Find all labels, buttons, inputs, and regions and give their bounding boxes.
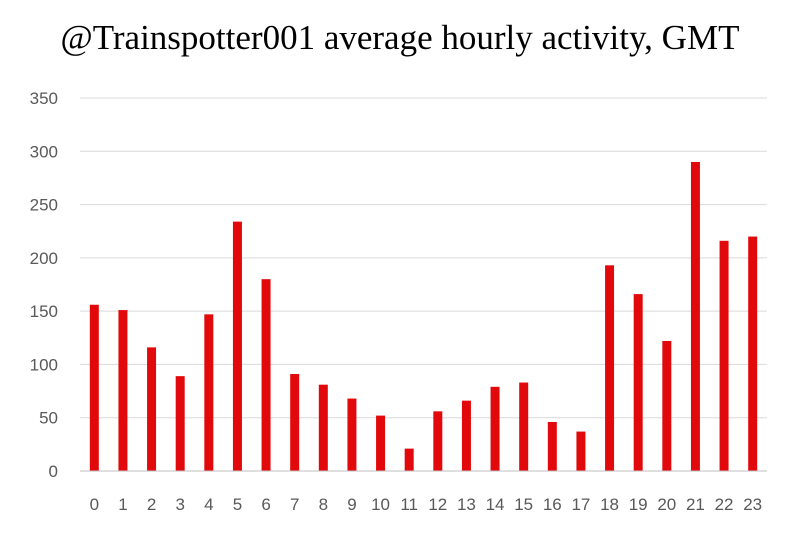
x-tick-label: 12: [428, 495, 447, 514]
bar-hour-7: [290, 374, 300, 471]
y-tick-label: 200: [30, 249, 58, 268]
x-tick-label: 18: [600, 495, 619, 514]
bar-hour-8: [318, 384, 328, 471]
bar-hour-13: [461, 400, 471, 471]
x-tick-label: 22: [715, 495, 734, 514]
y-tick-label: 50: [39, 409, 58, 428]
x-tick-labels: 0 1 2 3 4 5 6 7 8 9 10 11 12 13 14 15 16 17 18 19 20 21 22 23: [90, 495, 763, 514]
bar-hour-11: [404, 448, 414, 471]
bar-hour-2: [147, 347, 157, 471]
bar-hour-10: [376, 415, 386, 471]
x-tick-label: 21: [686, 495, 705, 514]
bar-hour-6: [261, 279, 271, 471]
x-tick-label: 17: [571, 495, 590, 514]
x-tick-label: 15: [514, 495, 533, 514]
x-tick-label: 0: [90, 495, 99, 514]
x-tick-label: 16: [543, 495, 562, 514]
x-tick-label: 7: [290, 495, 299, 514]
bar-hour-3: [175, 376, 185, 471]
bar-hour-14: [490, 386, 500, 471]
y-tick-label: 100: [30, 355, 58, 374]
x-tick-label: 10: [371, 495, 390, 514]
y-tick-label: 150: [30, 302, 58, 321]
bar-hour-17: [576, 431, 586, 471]
y-tick-labels: 0 50 100 150 200 250 300 350: [30, 89, 58, 481]
x-tick-label: 23: [743, 495, 762, 514]
x-tick-label: 8: [319, 495, 328, 514]
bar-hour-15: [519, 382, 529, 471]
y-tick-label: 300: [30, 142, 58, 161]
gridlines: [80, 97, 767, 419]
bar-hour-9: [347, 398, 357, 471]
x-tick-label: 4: [204, 495, 213, 514]
x-tick-label: 13: [457, 495, 476, 514]
x-tick-label: 9: [347, 495, 356, 514]
chart-title: @Trainspotter001 average hourly activity…: [60, 18, 740, 57]
x-tick-label: 6: [261, 495, 270, 514]
bar-hour-4: [204, 314, 214, 471]
bar-hour-22: [719, 240, 729, 471]
x-tick-label: 11: [400, 495, 418, 514]
bar-hour-23: [748, 236, 758, 471]
bars: [89, 161, 758, 471]
bar-hour-19: [633, 294, 643, 471]
x-tick-label: 5: [233, 495, 242, 514]
bar-hour-21: [690, 161, 700, 471]
bar-hour-5: [232, 221, 242, 471]
y-tick-label: 250: [30, 196, 58, 215]
bar-hour-16: [547, 421, 557, 471]
x-tick-label: 1: [118, 495, 127, 514]
x-tick-label: 19: [629, 495, 648, 514]
y-tick-label: 350: [30, 89, 58, 108]
bar-hour-20: [662, 340, 672, 471]
x-tick-label: 14: [486, 495, 505, 514]
bar-hour-12: [433, 411, 443, 471]
bar-hour-18: [605, 265, 615, 471]
y-tick-label: 0: [49, 462, 58, 481]
x-tick-label: 2: [147, 495, 156, 514]
bar-hour-1: [118, 310, 128, 471]
x-tick-label: 3: [175, 495, 184, 514]
bar-hour-0: [89, 304, 99, 471]
x-tick-label: 20: [657, 495, 676, 514]
